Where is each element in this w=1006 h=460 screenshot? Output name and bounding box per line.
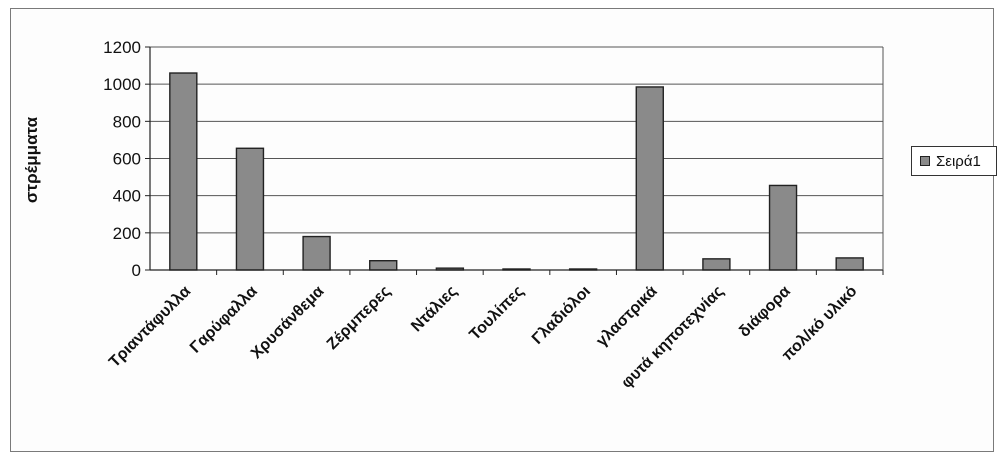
bar [635,86,664,271]
axes [149,47,884,271]
bars [169,72,884,275]
x-tick-label: Ντάλιες [408,283,461,336]
y-tick-label: 0 [132,261,141,280]
bar [302,235,331,271]
gridlines [145,46,883,271]
x-tick-label: Ζέρμπερες [324,283,394,353]
bar [235,147,265,271]
bar [369,260,398,271]
y-tick-label: 200 [113,224,141,243]
y-tick-label: 800 [113,112,141,131]
x-tick-label: Τουλίπες [466,283,527,344]
x-tick-label: γλαστρικά [593,283,660,350]
y-axis-label: στρέμματα [22,116,41,204]
x-tick-label: Τριαντάφυλλα [106,283,194,371]
x-tick-labels: ΤριαντάφυλλαΓαρύφαλλαΧρυσάνθεμαΖέρμπερες… [106,283,861,392]
y-tick-label: 600 [113,150,141,169]
y-tick-label: 1000 [103,75,141,94]
x-tick-label: Γλαδιόλοι [529,283,594,348]
x-tick-label: διάφορα [736,283,794,341]
y-tick-label: 400 [113,187,141,206]
y-tick-labels: 0 200 400 600 800 1000 1200 [103,38,141,280]
bar [702,258,731,271]
bar [835,257,864,271]
bar [768,184,798,271]
x-tick-label: Γαρύφαλλα [187,283,261,357]
legend: Σειρά1 [911,146,997,176]
legend-label-series: Σειρά1 [936,152,981,170]
y-tick-label: 1200 [103,38,141,57]
bar [169,72,198,271]
legend-swatch [920,156,930,166]
